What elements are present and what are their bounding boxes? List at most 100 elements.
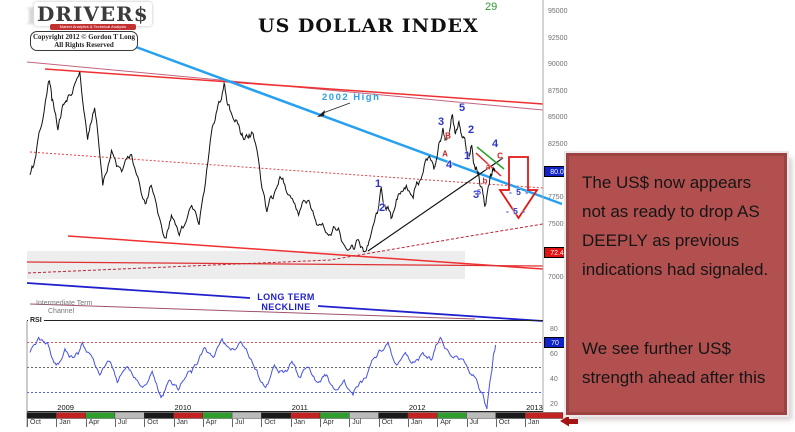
- rsi-axis-label: 40: [550, 376, 558, 383]
- price-axis-label: 82500: [548, 141, 568, 148]
- x-axis-month-label: Apr: [85, 419, 100, 427]
- breakdown-arrow-icon: [498, 156, 539, 220]
- red-channel-bottom-line: [67, 235, 544, 270]
- neckline-right: [317, 305, 544, 322]
- quarter-segment: [319, 412, 350, 419]
- quarter-segment: [26, 412, 57, 419]
- copyright-line1: Copyright 2012 © Gordon T Long: [32, 33, 136, 41]
- x-axis-month-label: Oct: [144, 419, 158, 427]
- high-label-arrowhead-icon: [317, 110, 325, 117]
- quarter-segment: [202, 412, 233, 419]
- quarter-segment: [173, 412, 203, 419]
- note-paragraph-2: We see further US$ strength ahead after …: [582, 339, 766, 387]
- red-support-line: [26, 261, 544, 267]
- price-axis-label: 92500: [548, 34, 568, 42]
- x-axis-month-label: Oct: [27, 419, 41, 427]
- rsi-value-badge: 70: [544, 337, 566, 348]
- wave-label: 3: [472, 189, 480, 201]
- quarter-segment: [437, 412, 467, 419]
- x-axis-month-label: Jan: [525, 419, 539, 427]
- series-layer: [29, 71, 497, 410]
- x-axis-year-label: 2013: [526, 403, 543, 412]
- x-axis-month-label: Jul: [114, 419, 127, 427]
- neckline-label: LONG TERM NECKLINE: [257, 292, 315, 312]
- quarter-segment: [524, 412, 564, 419]
- neckline-left: [26, 282, 251, 299]
- x-axis-month-label: Jan: [173, 419, 188, 427]
- red-dashed-rising-support: [27, 223, 544, 274]
- price-axis-label: 95000: [548, 8, 568, 15]
- price-line: [29, 71, 496, 253]
- x-axis-year-label: 2009: [57, 403, 74, 412]
- x-axis-month-label: Jan: [290, 419, 305, 427]
- mini-channel-green-line: [476, 146, 505, 170]
- x-axis-month-label: Jan: [56, 419, 71, 427]
- wave-label: 5: [458, 102, 466, 114]
- quarter-segment: [85, 412, 116, 419]
- price-axis-label: 77500: [548, 194, 568, 202]
- x-axis-month-label: Apr: [437, 419, 451, 427]
- x-axis-month-label: Apr: [320, 419, 334, 427]
- quarter-segment: [261, 412, 291, 419]
- rsi-axis-label: 20: [550, 401, 558, 408]
- slide-number: 29: [485, 1, 498, 13]
- x-axis-month-label: Oct: [378, 419, 392, 427]
- quarter-segment: [143, 412, 174, 419]
- price-axis-label: 70000: [548, 274, 568, 281]
- wave-label: a: [485, 162, 491, 172]
- price-axis-label: 90000: [548, 61, 568, 69]
- wave-label: 5: [477, 189, 481, 197]
- red-dotted-resistance: [29, 151, 544, 189]
- x-axis-month-label: Oct: [495, 419, 510, 427]
- price-axis-label: 87500: [548, 87, 568, 95]
- intermediate-channel-line: [29, 303, 476, 320]
- x-axis-month-label: Jul: [232, 419, 244, 427]
- quarter-segment: [495, 412, 526, 419]
- quarter-segment: [407, 412, 438, 419]
- x-axis-year-label: 2011: [291, 403, 308, 412]
- x-axis-month-label: Oct: [261, 419, 275, 427]
- red-channel-top-line: [44, 68, 544, 105]
- wave-label: - 5 -: [508, 187, 530, 197]
- rsi-line: [29, 336, 497, 410]
- wave-label: b: [482, 176, 488, 186]
- rising-wedge-line: [367, 157, 504, 252]
- x-axis-year-label: 2010: [174, 403, 192, 412]
- x-axis-month-label: Jan: [407, 419, 422, 427]
- wave-label: B: [445, 131, 451, 141]
- logo-wordmark: DRIVER$: [34, 2, 152, 26]
- wave-label: 3: [437, 116, 445, 128]
- mini-channel-red-line: [475, 152, 502, 177]
- high-label-pointer: [322, 102, 351, 114]
- quarter-segment: [56, 412, 86, 419]
- intermediate-channel-label: Intermediate Term Channel: [36, 300, 93, 315]
- price-axis-label: 85000: [548, 114, 568, 122]
- 2002-high-trendline: [135, 45, 563, 206]
- rsi-pane-label: RSI: [28, 317, 44, 325]
- quarter-segment: [466, 412, 496, 419]
- x-axis-year-label: 2012: [408, 403, 426, 412]
- logo: DRIVER$ DRIVER$ Market Analytics & Techn…: [26, 2, 152, 30]
- wave-label: A: [442, 149, 448, 159]
- wave-label: C: [497, 151, 503, 161]
- wave-label: 1: [374, 178, 382, 190]
- rsi-axis-label: 80: [550, 326, 558, 333]
- x-axis-month-label: Jul: [349, 419, 361, 427]
- price-axis-label: 75000: [548, 220, 568, 228]
- quarter-segment: [114, 412, 145, 419]
- note-paragraph-1: The US$ now appears not as ready to drop…: [582, 173, 769, 279]
- quarter-segment: [231, 412, 262, 419]
- rsi-axis-label: 60: [550, 351, 558, 358]
- 2002-high-label: 2002 High: [322, 92, 381, 103]
- quarter-bar: [26, 412, 564, 419]
- x-axis-month-label: Jul: [466, 419, 478, 427]
- wave-label: 4: [445, 159, 453, 171]
- callout-arrow-icon: [560, 415, 578, 427]
- quarter-segment: [349, 412, 379, 419]
- wave-label: 4: [491, 138, 499, 150]
- copyright-box: Copyright 2012 © Gordon T Long All Right…: [30, 31, 138, 51]
- quarter-segment: [290, 412, 321, 419]
- commentary-note: The US$ now appears not as ready to drop…: [566, 153, 787, 415]
